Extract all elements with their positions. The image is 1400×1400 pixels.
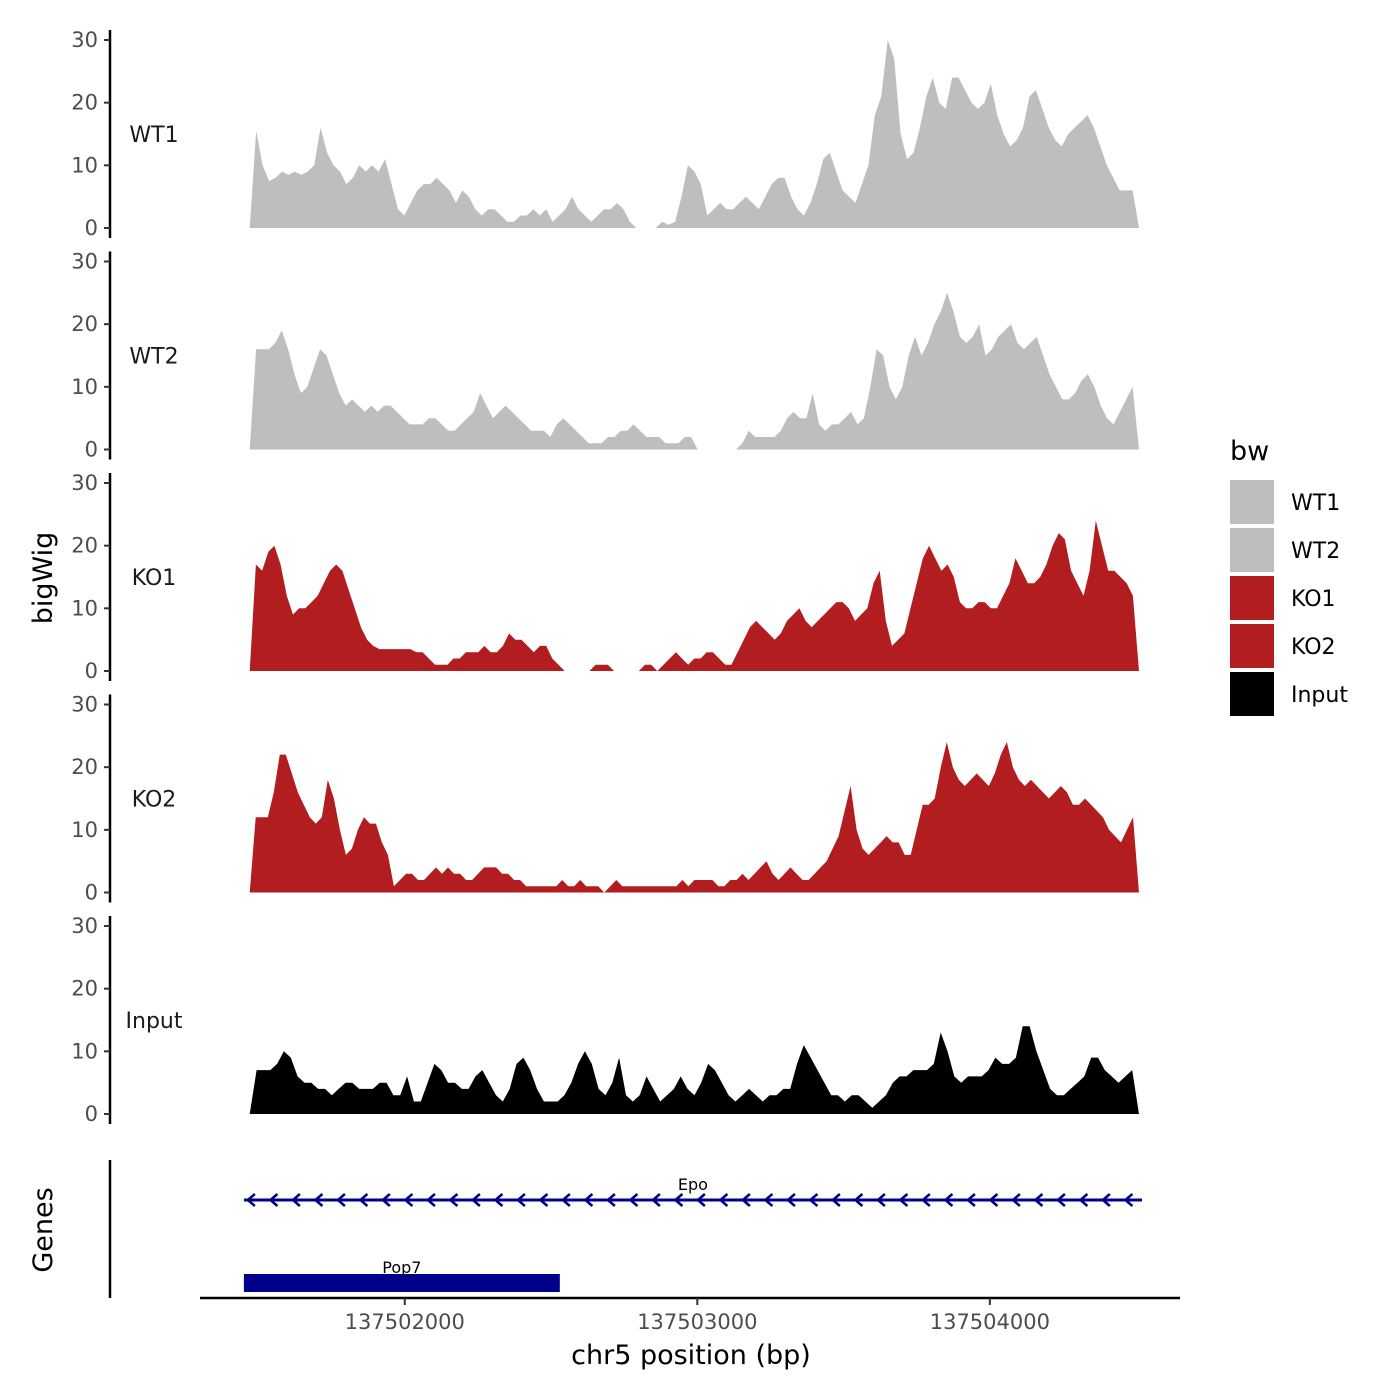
legend-swatch xyxy=(1230,480,1274,524)
legend-swatch xyxy=(1230,624,1274,668)
legend-swatch xyxy=(1230,528,1274,572)
y-tick-label: 10 xyxy=(71,596,98,620)
legend-label: WT2 xyxy=(1291,539,1340,564)
track-ko2: 0 10 20 30 KO2 xyxy=(71,693,1139,905)
y-tick-label: 0 xyxy=(85,1102,98,1126)
y-tick-label: 20 xyxy=(71,534,98,558)
legend: bw WT1 WT2 KO1 KO2 Input xyxy=(1230,436,1348,716)
legend-label: KO2 xyxy=(1291,635,1336,660)
gene-pop7: Pop7 xyxy=(243,1258,560,1292)
track-wt1: 0 10 20 30 WT1 xyxy=(71,28,1139,240)
gene-epo: Epo xyxy=(243,1175,1142,1207)
y-axis-title: bigWig xyxy=(28,532,59,625)
y-tick-label: 20 xyxy=(71,755,98,779)
y-tick-label: 10 xyxy=(71,375,98,399)
x-axis: 137502000 137503000 137504000 xyxy=(200,1296,1180,1334)
y-tick-label: 0 xyxy=(85,659,98,683)
genes-axis-title: Genes xyxy=(28,1187,59,1272)
legend-label: WT1 xyxy=(1291,491,1340,516)
track-label: WT1 xyxy=(129,123,178,148)
x-tick-label: 137504000 xyxy=(930,1310,1050,1334)
track-input: 0 10 20 30 Input xyxy=(71,914,1139,1126)
y-tick-label: 10 xyxy=(71,153,98,177)
track-label: KO1 xyxy=(132,566,177,591)
y-tick-label: 20 xyxy=(71,91,98,115)
signal-area-ko2 xyxy=(249,742,1139,893)
y-tick-label: 20 xyxy=(71,977,98,1001)
y-tick-label: 30 xyxy=(71,28,98,52)
gene-label-pop7: Pop7 xyxy=(382,1258,421,1277)
gene-label-epo: Epo xyxy=(678,1175,708,1194)
track-label: Input xyxy=(126,1009,183,1034)
y-tick-label: 30 xyxy=(71,250,98,274)
x-tick-label: 137503000 xyxy=(637,1310,757,1334)
track-ko1: 0 10 20 30 KO1 xyxy=(71,471,1139,683)
y-tick-label: 30 xyxy=(71,914,98,938)
x-axis-title: chr5 position (bp) xyxy=(571,1340,811,1371)
strand-arrows xyxy=(245,1193,1134,1207)
legend-item-input: Input xyxy=(1230,672,1348,716)
gene-track: Epo Pop7 xyxy=(108,1160,1142,1298)
y-tick-label: 20 xyxy=(71,312,98,336)
gene-pop7-exon xyxy=(243,1274,560,1292)
y-tick-label: 0 xyxy=(85,216,98,240)
track-label: WT2 xyxy=(129,345,178,370)
legend-swatch xyxy=(1230,672,1274,716)
legend-item-ko2: KO2 xyxy=(1230,624,1336,668)
legend-title: bw xyxy=(1230,436,1269,467)
y-tick-label: 30 xyxy=(71,693,98,717)
legend-swatch xyxy=(1230,576,1274,620)
legend-label: Input xyxy=(1291,683,1348,708)
y-tick-label: 0 xyxy=(85,881,98,905)
x-tick-label: 137502000 xyxy=(345,1310,465,1334)
legend-item-wt2: WT2 xyxy=(1230,528,1340,572)
signal-area-wt1 xyxy=(249,40,1139,228)
legend-item-ko1: KO1 xyxy=(1230,576,1336,620)
legend-label: KO1 xyxy=(1291,587,1336,612)
track-wt2: 0 10 20 30 WT2 xyxy=(71,250,1139,462)
y-tick-label: 30 xyxy=(71,471,98,495)
legend-item-wt1: WT1 xyxy=(1230,480,1340,524)
signal-area-ko1 xyxy=(249,520,1139,671)
signal-area-wt2 xyxy=(249,292,1139,450)
track-label: KO2 xyxy=(132,788,177,813)
signal-tracks: 0 10 20 30 WT1 0 10 20 30 WT2 0 10 20 30 KO1 0 10 20 30 KO2… xyxy=(71,28,1139,1126)
y-tick-label: 10 xyxy=(71,818,98,842)
y-tick-label: 10 xyxy=(71,1039,98,1063)
signal-area-input xyxy=(249,1026,1139,1114)
y-tick-label: 0 xyxy=(85,438,98,462)
